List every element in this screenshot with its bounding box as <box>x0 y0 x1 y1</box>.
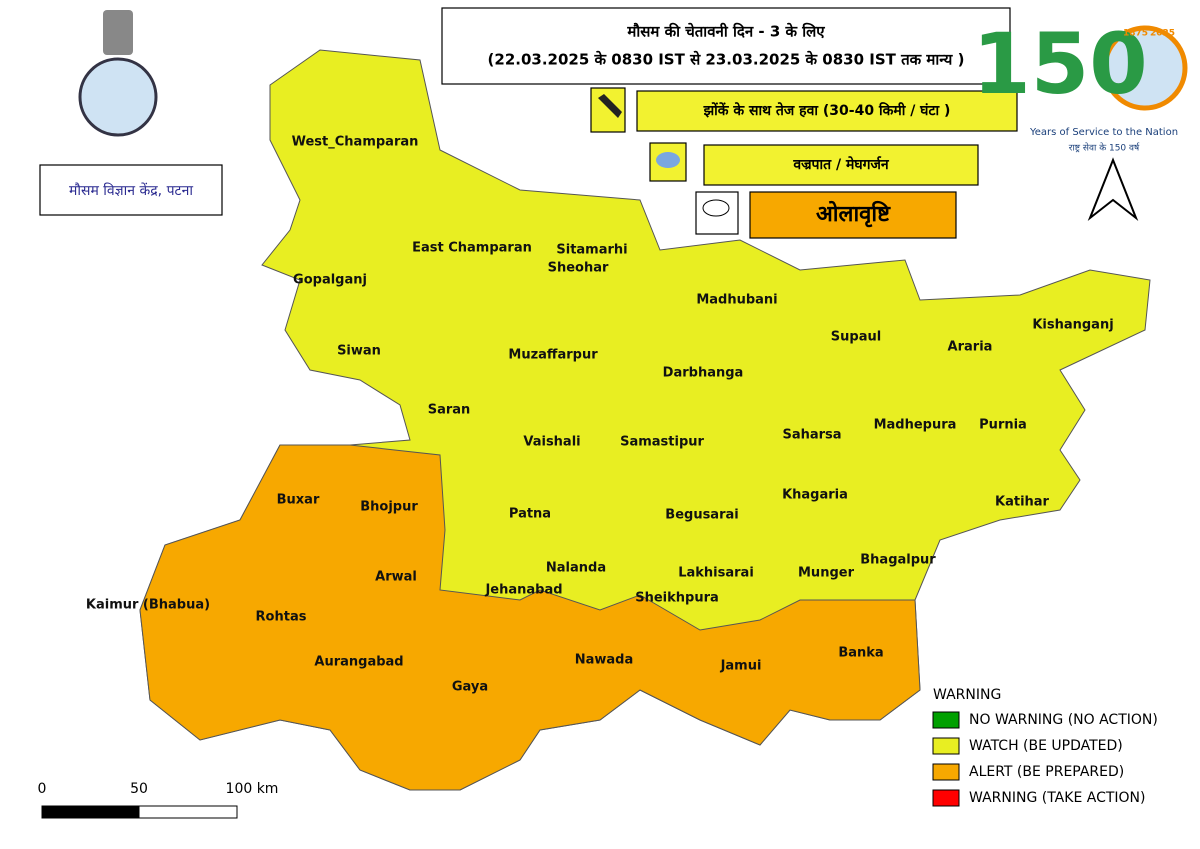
phenomenon-label: वज्रपात / मेघगर्जन <box>792 156 890 173</box>
district-label: Patna <box>509 507 551 522</box>
district-label: Madhubani <box>696 293 777 308</box>
district-label: Nawada <box>575 653 634 668</box>
district-label: Buxar <box>277 493 320 508</box>
district-label: Purnia <box>979 418 1027 433</box>
district-label: Bhagalpur <box>860 553 936 568</box>
legend-swatch <box>932 789 960 807</box>
district-label: Sheikhpura <box>635 591 719 606</box>
scale-label: 100 km <box>226 781 279 797</box>
map-regions <box>139 49 1151 791</box>
district-label: Lakhisarai <box>678 566 754 581</box>
legend-swatch <box>932 737 960 755</box>
logo-ring <box>1102 25 1188 111</box>
district-label: Katihar <box>995 495 1050 510</box>
district-label: Sheohar <box>548 261 609 276</box>
office-name: मौसम विज्ञान केंद्र, पटना <box>69 182 193 199</box>
north-arrow <box>1087 157 1139 222</box>
title-box <box>441 7 1011 85</box>
district-label: Siwan <box>337 344 381 359</box>
cloud <box>702 199 730 217</box>
imd-emblem <box>78 10 158 137</box>
phenomena-key: झोंकें के साथ तेज हवा (30-40 किमी / घंटा… <box>590 87 1018 239</box>
scale-segment <box>41 805 140 819</box>
district-label: Kaimur (Bhabua) <box>86 598 210 613</box>
phenomenon-box <box>749 191 957 239</box>
legend-label: ALERT (BE PREPARED) <box>969 764 1124 780</box>
district-label: Saharsa <box>782 428 841 443</box>
district-label: Gaya <box>452 680 488 695</box>
scale-bar: 0 50 100 km <box>38 781 279 819</box>
district-label: Jehanabad <box>484 583 562 598</box>
scale-label: 0 <box>38 781 47 797</box>
logo-start: 1875 <box>1123 29 1148 39</box>
district-label: West_Champaran <box>292 135 419 150</box>
validity: (22.03.2025 के 0830 IST से 23.03.2025 के… <box>488 51 965 69</box>
district-label: Vaishali <box>523 435 580 450</box>
district-label: Banka <box>838 646 883 661</box>
legend-swatch <box>932 763 960 781</box>
district-label: Khagaria <box>782 488 848 503</box>
district-label: Munger <box>798 566 855 581</box>
district-label: Jamui <box>720 659 762 674</box>
district-label: East Champaran <box>412 241 532 256</box>
district-label: Saran <box>428 403 471 418</box>
district-label: Nalanda <box>546 561 606 576</box>
alert-region <box>139 444 921 791</box>
legend-label: WATCH (BE UPDATED) <box>969 738 1123 754</box>
legend-swatch <box>932 711 960 729</box>
emblem <box>103 10 133 55</box>
district-label: Aurangabad <box>314 655 403 670</box>
district-label: Supaul <box>831 330 881 345</box>
phenomenon-box <box>636 90 1018 132</box>
legend-label: NO WARNING (NO ACTION) <box>969 712 1158 728</box>
phenomenon-box <box>703 144 979 186</box>
legend-label: WARNING (TAKE ACTION) <box>969 790 1145 806</box>
phenomenon-label: झोंकें के साथ तेज हवा (30-40 किमी / घंटा… <box>703 102 951 119</box>
logo-tagline: Years of Service to the Nation <box>1029 127 1178 138</box>
district-label: Rohtas <box>256 610 307 625</box>
district-label: Darbhanga <box>663 366 744 381</box>
district-label: Samastipur <box>620 435 704 450</box>
cloud <box>656 152 680 168</box>
district-label: Madhepura <box>874 418 957 433</box>
logo-end: 2025 <box>1150 29 1175 39</box>
district-labels: West_Champaran East Champaran Sitamarhi She… <box>86 135 1114 695</box>
district-label: Arwal <box>375 570 417 585</box>
district-label: Kishanganj <box>1032 318 1113 333</box>
logo-tagline-hindi: राष्ट्र सेवा के 150 वर्ष <box>1069 142 1140 154</box>
scale-label: 50 <box>130 781 148 797</box>
district-label: Bhojpur <box>360 500 418 515</box>
windsock <box>598 94 622 118</box>
office-box <box>39 164 223 216</box>
legend: WARNING NO WARNING (NO ACTION) WATCH (BE U… <box>932 687 1158 807</box>
title: मौसम की चेतावनी दिन - 3 के लिए <box>626 23 825 41</box>
logo-number: 150 <box>972 15 1147 113</box>
imd-logo <box>78 57 158 137</box>
district-label: Begusarai <box>665 508 738 523</box>
phenomenon-label: ओलावृष्टि <box>816 200 891 228</box>
district-label: Gopalganj <box>293 273 367 288</box>
district-label: Sitamarhi <box>556 243 627 258</box>
district-label: Araria <box>948 340 993 355</box>
district-label: Muzaffarpur <box>508 348 598 363</box>
scale-segment <box>138 805 238 819</box>
legend-title: WARNING <box>933 687 1001 703</box>
anniversary-logo: 150 1875 2025 Years of Service to the Na… <box>972 15 1188 154</box>
